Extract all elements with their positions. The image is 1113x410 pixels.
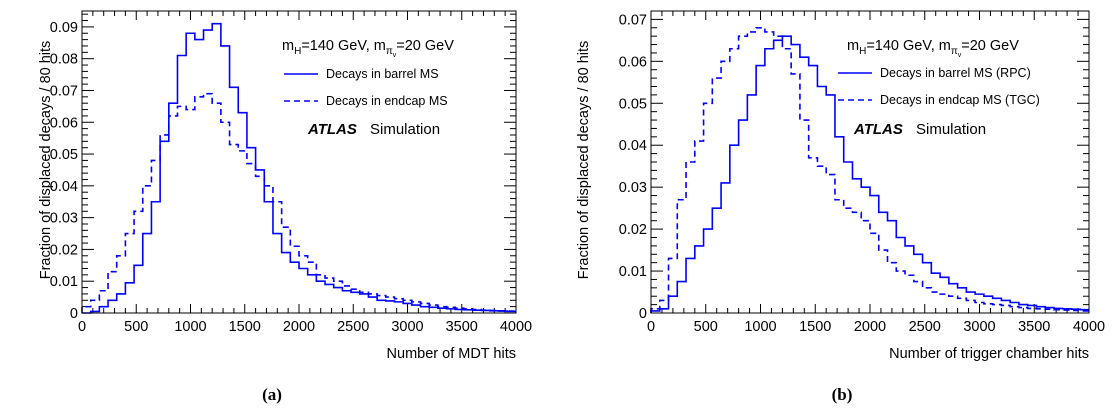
atlas-label: ATLAS Simulation [307, 121, 440, 138]
x-tick-label: 4000 [1073, 319, 1105, 335]
y-tick-label: 0.04 [619, 138, 647, 154]
y-tick-label: 0.02 [619, 222, 647, 238]
x-tick-label: 2500 [337, 319, 369, 335]
y-tick-label: 0.05 [50, 147, 78, 163]
x-tick-label: 0 [78, 319, 86, 335]
axes-ticks: 0 500 1000 1500 2000 2500 3000 3500 4000 0 0.01 0.0… [619, 11, 1105, 335]
x-tick-label: 2000 [283, 319, 315, 335]
y-tick-label: 0.06 [619, 54, 647, 70]
panel-label-a: (a) [262, 385, 282, 404]
svg-text:mH=140 GeV, mπv=20 GeV: mH=140 GeV, mπv=20 GeV [847, 38, 1019, 59]
y-tick-label: 0.03 [619, 180, 647, 196]
x-tick-label: 3000 [963, 319, 995, 335]
legend-label-barrel: Decays in barrel MS (RPC) [880, 66, 1031, 80]
x-axis-title: Number of trigger chamber hits [889, 346, 1089, 362]
plot-frame [81, 10, 517, 314]
panel-b: Fraction of displaced decays / 80 hits N… [576, 10, 1105, 404]
axes-ticks: 0 500 1000 1500 2000 2500 3000 3500 4000 0 0.01 0.0… [50, 11, 532, 335]
x-tick-label: 500 [124, 319, 148, 335]
svg-text:Simulation: Simulation [916, 121, 986, 138]
mass-annotation: mH=140 GeV, mπv=20 GeV [847, 38, 1019, 59]
svg-text:mH=140 GeV, mπv=20 GeV: mH=140 GeV, mπv=20 GeV [282, 38, 454, 59]
y-tick-label: 0.07 [50, 83, 78, 99]
y-tick-label: 0 [70, 306, 78, 322]
legend: Decays in barrel MS Decays in endcap MS [284, 67, 448, 108]
legend-label-endcap: Decays in endcap MS (TGC) [880, 93, 1040, 107]
x-axis-title: Number of MDT hits [387, 346, 516, 362]
x-tick-label: 2500 [909, 319, 941, 335]
x-tick-label: 0 [647, 319, 655, 335]
y-tick-label: 0.05 [619, 96, 647, 112]
svg-text:ATLAS: ATLAS [307, 121, 357, 138]
histograms [81, 22, 516, 314]
x-tick-label: 3500 [1018, 319, 1050, 335]
legend: Decays in barrel MS (RPC) Decays in endc… [838, 66, 1040, 107]
legend-label-endcap: Decays in endcap MS [326, 94, 448, 108]
y-tick-label: 0.09 [50, 20, 78, 36]
x-tick-label: 2000 [854, 319, 886, 335]
x-tick-label: 500 [694, 319, 718, 335]
y-tick-label: 0 [639, 306, 647, 322]
legend-label-barrel: Decays in barrel MS [326, 67, 439, 81]
svg-text:Simulation: Simulation [370, 121, 440, 138]
y-tick-label: 0.06 [50, 115, 78, 131]
x-tick-label: 1000 [174, 319, 206, 335]
y-axis-title: Fraction of displaced decays / 80 hits [576, 41, 592, 280]
y-tick-label: 0.08 [50, 52, 78, 68]
x-tick-label: 1500 [799, 319, 831, 335]
mass-annotation: mH=140 GeV, mπv=20 GeV [282, 38, 454, 59]
y-tick-label: 0.01 [619, 264, 647, 280]
atlas-label: ATLAS Simulation [853, 121, 986, 138]
y-tick-label: 0.02 [50, 242, 78, 258]
plot-frame [650, 10, 1090, 314]
y-axis-title: Fraction of displaced decays / 80 hits [38, 41, 54, 280]
y-tick-label: 0.01 [50, 274, 78, 290]
panel-label-b: (b) [832, 385, 853, 404]
x-tick-label: 3000 [391, 319, 423, 335]
y-tick-label: 0.07 [619, 12, 647, 28]
histograms [650, 26, 1089, 313]
x-tick-label: 3500 [446, 319, 478, 335]
endcap-histogram-line [81, 92, 516, 313]
y-tick-label: 0.03 [50, 211, 78, 227]
svg-text:ATLAS: ATLAS [853, 121, 903, 138]
x-tick-label: 1500 [229, 319, 261, 335]
barrel-histogram-line [82, 22, 516, 314]
x-tick-label: 4000 [500, 319, 532, 335]
barrel-histogram-line [650, 35, 1089, 313]
panel-a: Fraction of displaced decays / 80 hits N… [38, 10, 532, 404]
y-tick-label: 0.04 [50, 179, 78, 195]
x-tick-label: 1000 [744, 319, 776, 335]
